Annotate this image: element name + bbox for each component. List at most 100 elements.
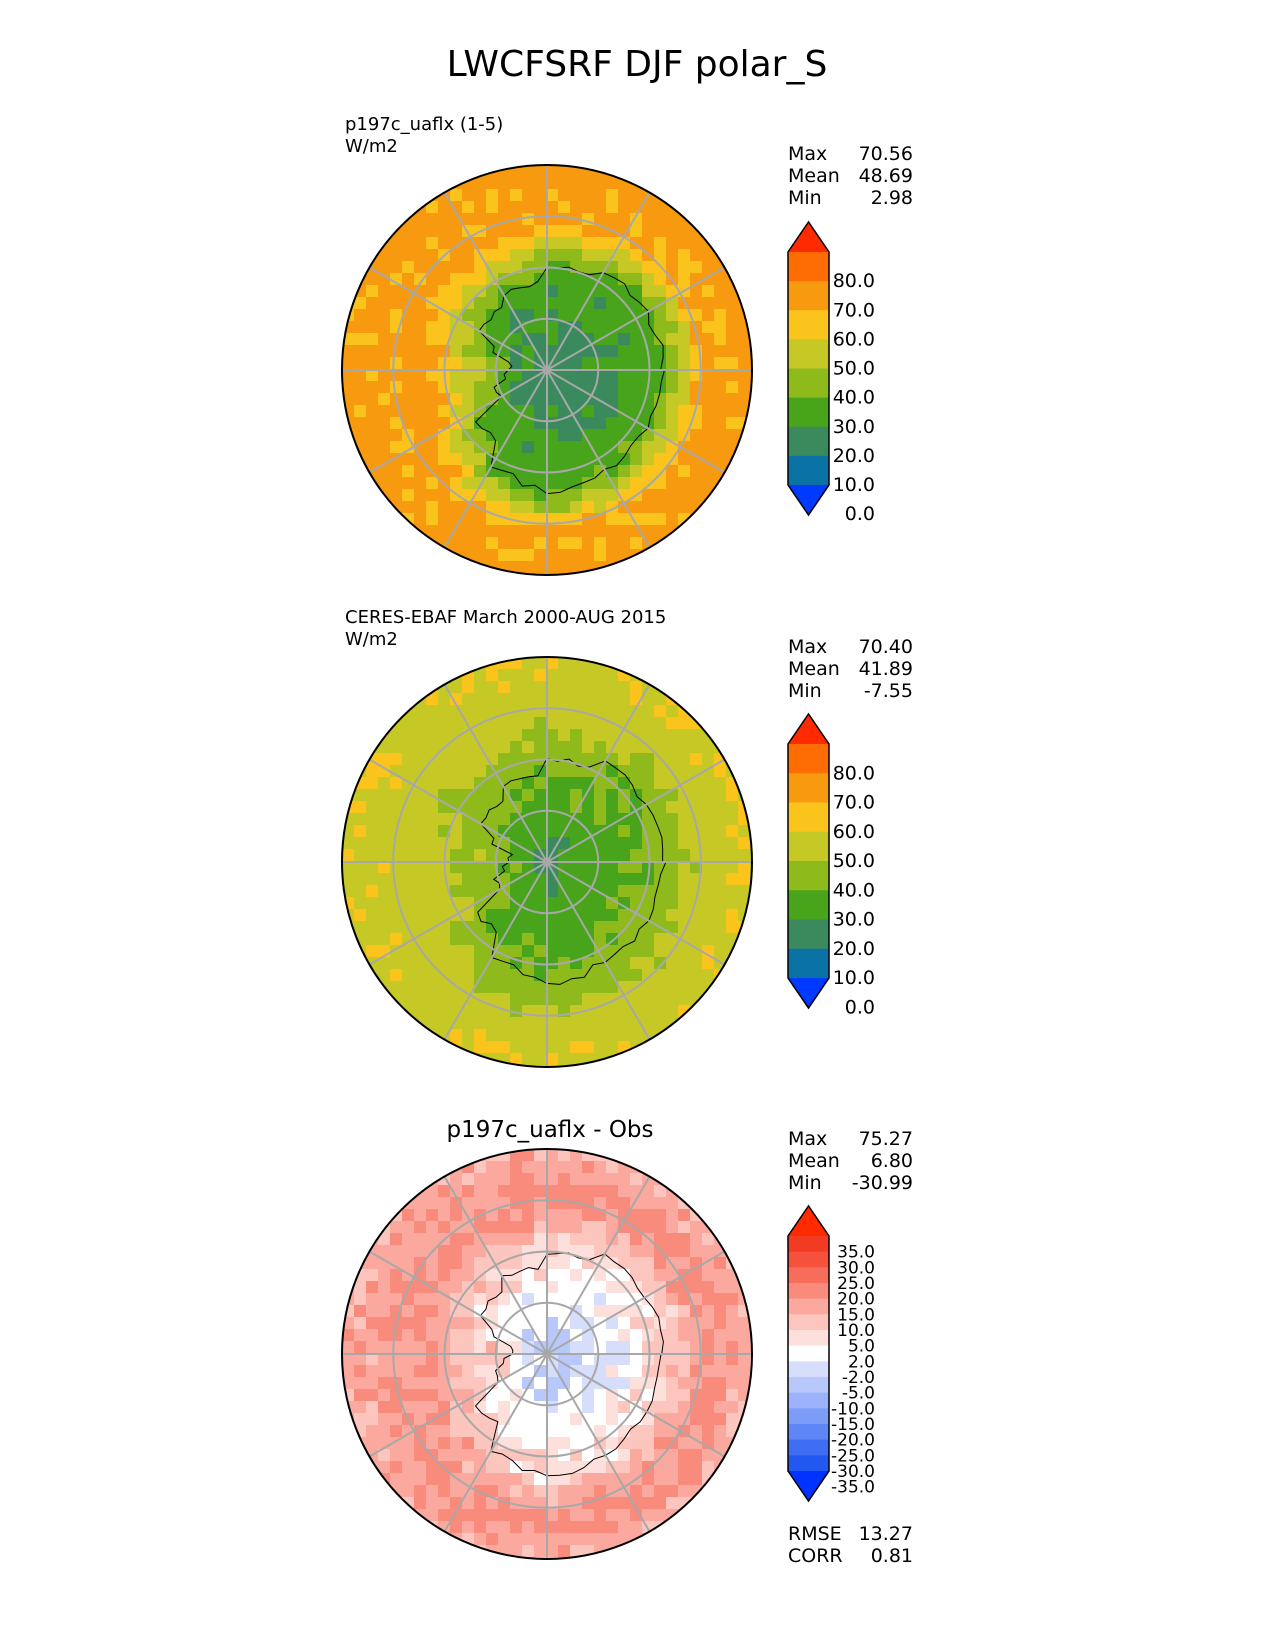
map-cell [450, 1221, 463, 1234]
map-cells [342, 1149, 752, 1559]
map-cell [606, 381, 619, 394]
map-cell [534, 1341, 547, 1354]
map-cell [618, 777, 631, 790]
map-cell [498, 1209, 511, 1222]
map-cell [414, 885, 427, 898]
map-cell [630, 885, 643, 898]
map-cell [654, 993, 667, 1006]
map-cell [630, 1365, 643, 1378]
map-cell [462, 285, 475, 298]
map-cell [534, 921, 547, 934]
map-cell [474, 801, 487, 814]
map-cell [618, 1545, 631, 1558]
map-cell [390, 417, 403, 430]
map-cell [378, 1269, 391, 1282]
map-cell [690, 1317, 703, 1330]
map-cell [594, 837, 607, 850]
map-cell [402, 1389, 415, 1402]
map-cell [630, 753, 643, 766]
map-cell [546, 789, 559, 802]
map-cell [522, 441, 535, 454]
map-cell [474, 861, 487, 874]
map-cell [594, 1509, 607, 1522]
map-cell [594, 501, 607, 514]
map-cell [570, 1485, 583, 1498]
map-cell [594, 1341, 607, 1354]
map-cell [654, 309, 667, 322]
map-cell [738, 369, 751, 382]
map-cell [342, 849, 355, 862]
map-cell [378, 1425, 391, 1438]
map-cell [558, 669, 571, 682]
map-cell [390, 1365, 403, 1378]
map-cell [402, 1473, 415, 1486]
map-cell [534, 945, 547, 958]
map-cell [486, 321, 499, 334]
map-cell [534, 741, 547, 754]
colorbar-segment [788, 831, 829, 862]
map-cell [534, 405, 547, 418]
map-cell [582, 165, 595, 178]
map-cell [522, 489, 535, 502]
map-cell [678, 381, 691, 394]
map-cell [726, 393, 739, 406]
map-cell [474, 1521, 487, 1534]
map-cell [498, 189, 511, 202]
map-cell [354, 465, 367, 478]
map-cell [678, 873, 691, 886]
map-cell [498, 1557, 511, 1559]
map-cell [606, 1401, 619, 1414]
map-cell [486, 897, 499, 910]
map-cell [690, 465, 703, 478]
map-cell [402, 1317, 415, 1330]
map-cell [486, 345, 499, 358]
map-cell [558, 441, 571, 454]
map-cell [462, 525, 475, 538]
map-cell [582, 513, 595, 526]
map-cell [510, 1029, 523, 1042]
map-cell [546, 1533, 559, 1546]
map-cell [486, 573, 499, 575]
colorbar-extend-bottom [788, 1471, 829, 1501]
map-cell [666, 1413, 679, 1426]
map-cell [558, 537, 571, 550]
map-cell [378, 885, 391, 898]
map-cell [510, 693, 523, 706]
map-cell [354, 381, 367, 394]
map-cell [486, 909, 499, 922]
map-cell [690, 921, 703, 934]
meridian-line [546, 758, 726, 863]
map-cell [354, 393, 367, 406]
map-cell [570, 537, 583, 550]
map-cell [402, 489, 415, 502]
map-cell [690, 477, 703, 490]
map-cell [690, 1221, 703, 1234]
map-cell [414, 249, 427, 262]
map-cell [426, 357, 439, 370]
map-cell [414, 237, 427, 250]
map-cell [498, 1065, 511, 1067]
map-cell [450, 1353, 463, 1366]
map-cell [438, 789, 451, 802]
map-cell [582, 405, 595, 418]
map-cell [666, 1341, 679, 1354]
map-cell [546, 969, 559, 982]
map-cell [738, 345, 751, 358]
map-cell [726, 417, 739, 430]
map-cell [498, 405, 511, 418]
map-cell [450, 429, 463, 442]
colorbar-outline [787, 1204, 830, 1503]
map-cell [462, 933, 475, 946]
map-cell [426, 1437, 439, 1450]
map-cell [654, 513, 667, 526]
map-cell [606, 789, 619, 802]
map-cell [378, 813, 391, 826]
map-cell [714, 945, 727, 958]
map-cell [462, 1449, 475, 1462]
map-cell [426, 981, 439, 994]
map-cell [438, 345, 451, 358]
map-cell [498, 681, 511, 694]
map-cell [450, 537, 463, 550]
map-cell [642, 177, 655, 190]
